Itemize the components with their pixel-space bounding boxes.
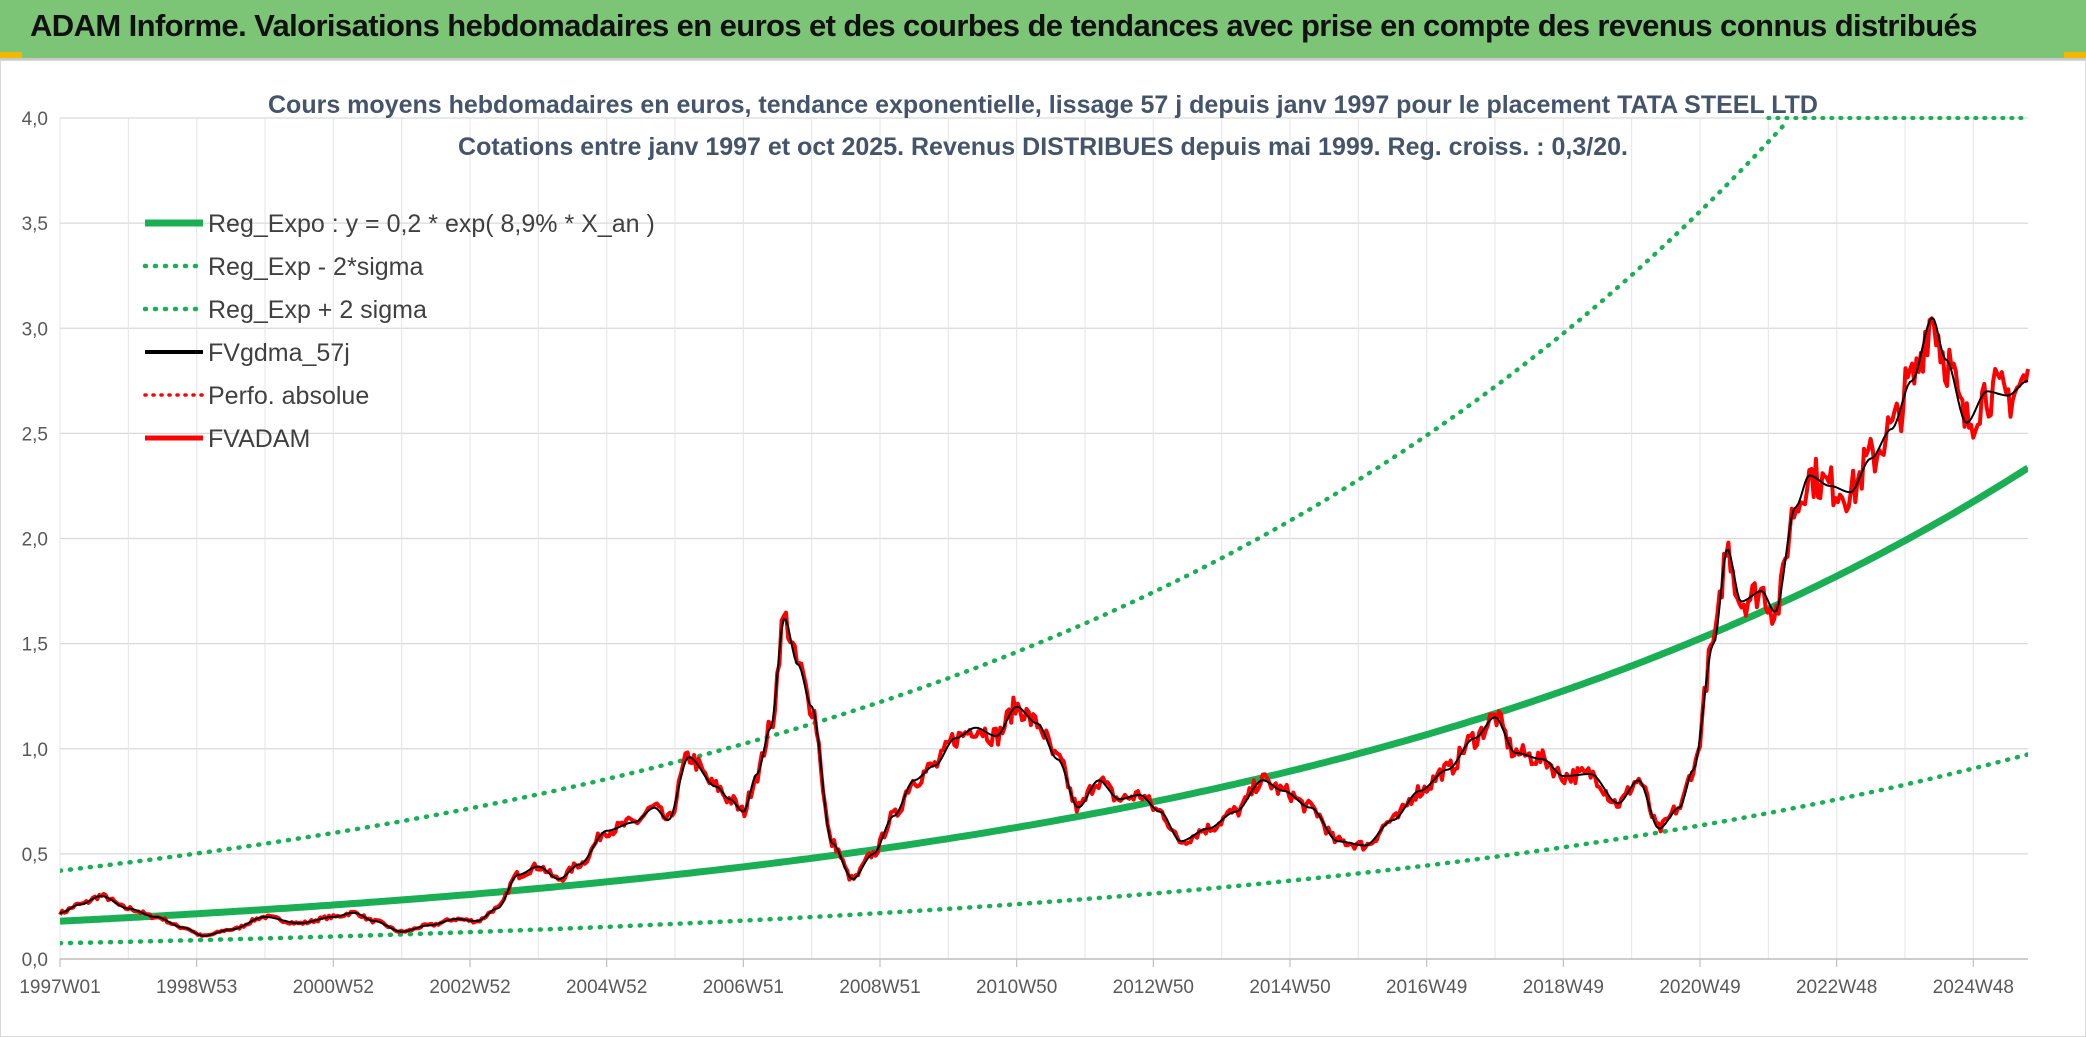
y-tick-label: 1,5 <box>22 635 48 656</box>
y-tick-label: 4,0 <box>22 109 48 130</box>
y-axis-ticks: 0,0 0,5 1,0 1,5 2,0 2,5 3,0 3,5 4,0 <box>22 109 48 971</box>
y-tick-label: 0,5 <box>22 845 48 866</box>
x-axis-ticks: 1997W01 1998W53 2000W52 2002W52 2004W52 2006W… <box>19 959 2014 998</box>
x-tick-label: 2012W50 <box>1113 977 1194 998</box>
chart-series <box>58 116 2030 946</box>
x-tick-label: 2014W50 <box>1249 977 1330 998</box>
y-tick-label: 1,0 <box>22 740 48 761</box>
y-tick-label: 3,5 <box>22 214 48 235</box>
x-tick-label: 2024W48 <box>1933 977 2014 998</box>
legend-label: Reg_Expo : y = 0,2 * exp( 8,9% * X_an ) <box>208 210 655 238</box>
y-tick-label: 3,0 <box>22 319 48 340</box>
x-tick-label: 1997W01 <box>19 977 100 998</box>
banner-accent-right <box>2064 52 2086 58</box>
y-tick-label: 2,0 <box>22 530 48 551</box>
x-tick-label: 2008W51 <box>839 977 920 998</box>
chart-gridlines <box>59 117 2028 960</box>
y-tick-label: 2,5 <box>22 424 48 445</box>
x-tick-label: 2016W49 <box>1386 977 1467 998</box>
x-tick-label: 2022W48 <box>1796 977 1877 998</box>
x-tick-label: 2006W51 <box>703 977 784 998</box>
x-tick-label: 2004W52 <box>566 977 647 998</box>
x-tick-label: 2010W50 <box>976 977 1057 998</box>
reg-exp-plus-2sigma-line <box>60 124 1788 873</box>
legend-label: Reg_Exp - 2*sigma <box>208 253 423 281</box>
legend-label: Perfo. absolue <box>208 382 369 410</box>
x-tick-label: 2018W49 <box>1523 977 1604 998</box>
chart-legend: Reg_Expo : y = 0,2 * exp( 8,9% * X_an ) R… <box>142 210 655 453</box>
reg-expo-line <box>60 464 2028 925</box>
chart-title-line2: Cotations entre janv 1997 et oct 2025. R… <box>458 133 1628 161</box>
legend-label: FVADAM <box>208 425 310 453</box>
reg-exp-minus-2sigma-line <box>60 752 2028 946</box>
report-banner: ADAM Informe. Valorisations hebdomadaire… <box>0 0 2086 60</box>
chart-title-line1: Cours moyens hebdomadaires en euros, ten… <box>268 91 1818 119</box>
x-tick-label: 2020W49 <box>1659 977 1740 998</box>
x-tick-label: 2002W52 <box>429 977 510 998</box>
fvgdma-57j-line <box>59 316 2029 937</box>
legend-label: Reg_Exp + 2 sigma <box>208 296 427 324</box>
legend-label: FVgdma_57j <box>208 339 350 367</box>
banner-accent-left <box>0 52 22 58</box>
x-tick-label: 1998W53 <box>156 977 237 998</box>
x-tick-label: 2000W52 <box>293 977 374 998</box>
y-tick-label: 0,0 <box>22 950 48 971</box>
report-title: ADAM Informe. Valorisations hebdomadaire… <box>30 8 1977 43</box>
